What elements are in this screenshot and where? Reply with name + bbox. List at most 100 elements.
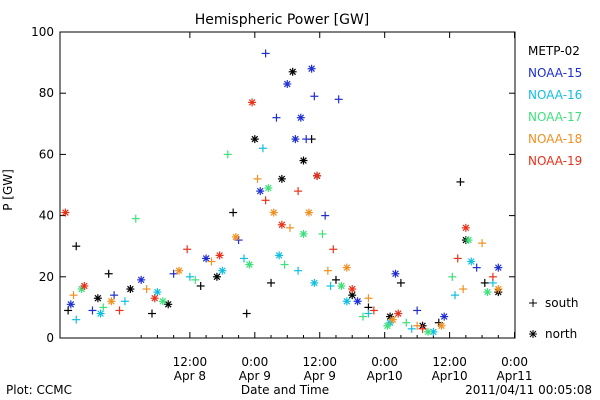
north-point bbox=[283, 80, 292, 89]
south-point bbox=[229, 208, 238, 217]
north-point bbox=[126, 285, 135, 294]
x-tick-date-label: Apr10 bbox=[367, 369, 403, 383]
south-point bbox=[472, 263, 481, 272]
north-point bbox=[61, 208, 70, 217]
north-point bbox=[96, 309, 105, 318]
north-point bbox=[137, 275, 146, 284]
legend-entry: NOAA-18 bbox=[528, 132, 582, 146]
south-point bbox=[242, 309, 251, 318]
x-tick-time-label: 0:00 bbox=[371, 355, 398, 369]
north-point bbox=[348, 285, 357, 294]
north-point bbox=[264, 184, 273, 193]
north-point bbox=[437, 321, 446, 330]
y-tick-label: 80 bbox=[39, 86, 54, 100]
legend-entry: NOAA-15 bbox=[528, 66, 582, 80]
chart-title: Hemispheric Power [GW] bbox=[195, 12, 370, 28]
south-point bbox=[99, 303, 108, 312]
north-point bbox=[66, 300, 75, 309]
north-point bbox=[440, 312, 449, 321]
south-point bbox=[418, 324, 427, 333]
x-axis-label: Date and Time bbox=[241, 383, 329, 397]
x-tick-time-label: 12:00 bbox=[432, 355, 467, 369]
plot-area bbox=[59, 31, 516, 339]
y-axis-label: P [GW] bbox=[1, 169, 15, 211]
north-point bbox=[299, 156, 308, 165]
south-point bbox=[120, 297, 129, 306]
south-point bbox=[280, 260, 289, 269]
south-point bbox=[191, 275, 200, 284]
south-point bbox=[453, 254, 462, 263]
north-point bbox=[150, 294, 159, 303]
south-point bbox=[364, 294, 373, 303]
south-point bbox=[131, 214, 140, 223]
south-point bbox=[261, 49, 270, 58]
south-point bbox=[64, 306, 73, 315]
south-point bbox=[115, 306, 124, 315]
north-point bbox=[212, 272, 221, 281]
south-point bbox=[451, 291, 460, 300]
legend-marker-south bbox=[529, 299, 537, 307]
south-point bbox=[321, 211, 330, 220]
south-point bbox=[359, 312, 368, 321]
north-point bbox=[467, 257, 476, 266]
south-point bbox=[88, 306, 97, 315]
y-tick-label: 0 bbox=[46, 331, 54, 345]
south-point bbox=[185, 272, 194, 281]
legend-entry: NOAA-17 bbox=[528, 110, 582, 124]
south-point bbox=[459, 285, 468, 294]
x-tick-time-label: 0:00 bbox=[501, 355, 528, 369]
south-point bbox=[413, 321, 422, 330]
north-point bbox=[277, 220, 286, 229]
north-point bbox=[277, 174, 286, 183]
south-point bbox=[72, 242, 81, 251]
north-point bbox=[461, 223, 470, 232]
north-point bbox=[299, 229, 308, 238]
south-point bbox=[323, 266, 332, 275]
north-point bbox=[296, 113, 305, 122]
legend-marker-label: north bbox=[545, 327, 577, 341]
legend-entry: METP-02 bbox=[528, 44, 580, 58]
south-point bbox=[478, 239, 487, 248]
legend-entry: NOAA-19 bbox=[528, 154, 582, 168]
north-point bbox=[158, 297, 167, 306]
south-point bbox=[183, 245, 192, 254]
north-point bbox=[342, 263, 351, 272]
south-point bbox=[331, 275, 340, 284]
south-point bbox=[402, 318, 411, 327]
north-point bbox=[313, 171, 322, 180]
north-point bbox=[245, 260, 254, 269]
north-point bbox=[464, 236, 473, 245]
south-point bbox=[272, 113, 281, 122]
data-points bbox=[61, 49, 503, 336]
north-point bbox=[215, 251, 224, 260]
x-tick-date-label: Apr 8 bbox=[174, 369, 206, 383]
south-point bbox=[326, 281, 335, 290]
north-point bbox=[494, 285, 503, 294]
north-point bbox=[291, 135, 300, 144]
north-point bbox=[256, 187, 265, 196]
x-tick-time-label: 12:00 bbox=[173, 355, 208, 369]
y-tick-label: 40 bbox=[39, 209, 54, 223]
south-point bbox=[334, 95, 343, 104]
south-point bbox=[69, 291, 78, 300]
south-point bbox=[364, 309, 373, 318]
y-tick-label: 60 bbox=[39, 147, 54, 161]
south-point bbox=[110, 291, 119, 300]
south-point bbox=[147, 309, 156, 318]
north-point bbox=[310, 278, 319, 287]
north-point bbox=[175, 266, 184, 275]
south-point bbox=[294, 187, 303, 196]
legend-entry: NOAA-16 bbox=[528, 88, 582, 102]
north-point bbox=[231, 233, 240, 242]
x-tick-time-label: 0:00 bbox=[241, 355, 268, 369]
south-point bbox=[239, 254, 248, 263]
north-point bbox=[337, 281, 346, 290]
legend: METP-02 NOAA-15 NOAA-16 NOAA-17 NOAA-18 NOAA-… bbox=[528, 44, 582, 341]
south-point bbox=[294, 266, 303, 275]
north-point bbox=[388, 315, 397, 324]
legend-marker-north bbox=[529, 330, 537, 338]
north-point bbox=[342, 297, 351, 306]
north-point bbox=[394, 309, 403, 318]
north-point bbox=[153, 288, 162, 297]
